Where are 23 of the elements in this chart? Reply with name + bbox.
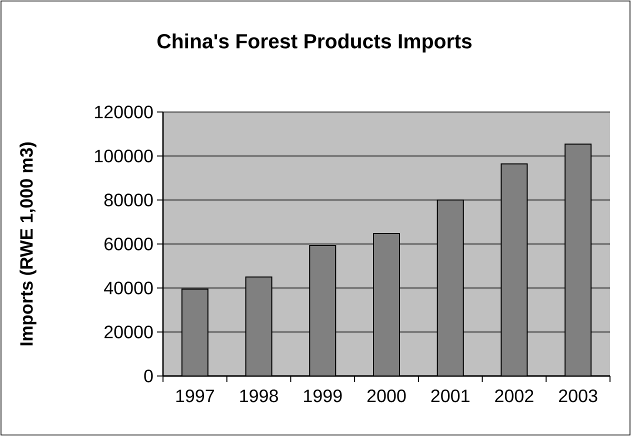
bar	[564, 144, 592, 376]
y-tick-label: 60000	[104, 238, 153, 250]
x-tick-label: 1997	[176, 390, 214, 402]
bar	[373, 232, 400, 376]
x-tick-label: 2003	[559, 390, 598, 402]
y-tick-label: 20000	[104, 326, 153, 338]
y-tick-label: 120000	[95, 106, 153, 118]
x-tick-label: 2000	[367, 390, 406, 402]
x-tick-label: 2002	[495, 390, 534, 402]
bar	[309, 245, 336, 376]
x-tick-label: 1998	[240, 390, 278, 402]
y-tick-label: 80000	[104, 194, 153, 206]
y-tick-label: 40000	[104, 282, 153, 294]
y-axis-title: Imports (RWE 1,000 m3)	[20, 142, 36, 346]
x-tick-label: 2001	[431, 390, 470, 402]
bar	[181, 288, 208, 376]
x-tick-label: 1999	[304, 390, 342, 402]
y-tick-label: 100000	[95, 150, 153, 162]
bar	[500, 163, 528, 376]
bar	[245, 276, 272, 376]
chart-title: China's Forest Products Imports	[157, 33, 472, 52]
bar	[436, 200, 464, 376]
y-tick-label: 0	[144, 370, 153, 382]
